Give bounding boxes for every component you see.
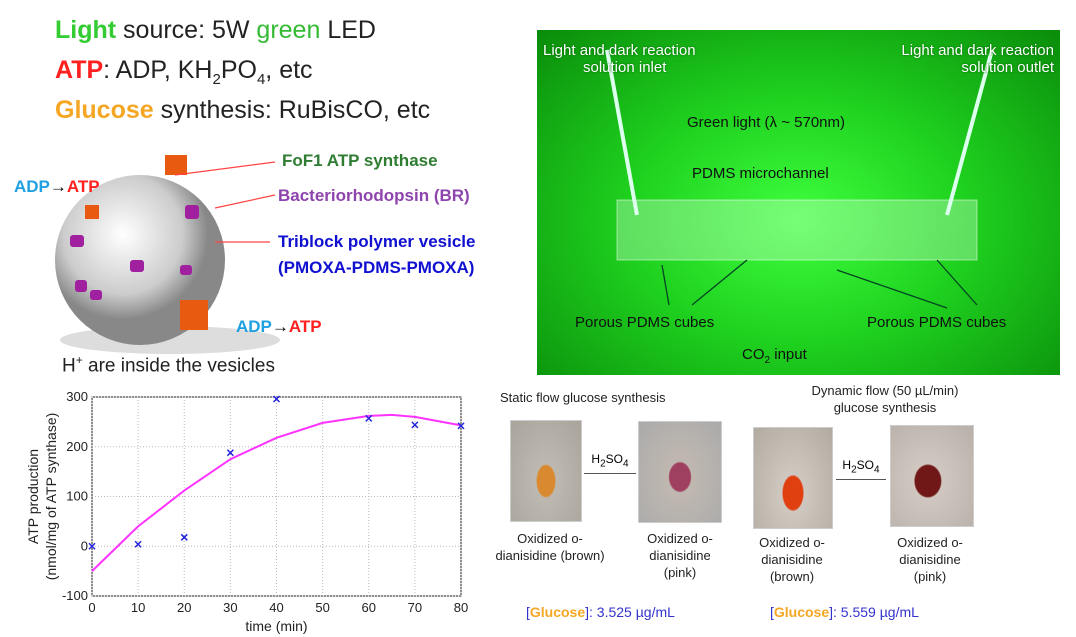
glucose-line: Glucose synthesis: RuBisCO, etc (55, 96, 431, 124)
br-label: Bacteriorhodopsin (BR) (278, 186, 470, 205)
proton-note: H+ are inside the vesicles (62, 353, 275, 377)
polymer-label-2: (PMOXA-PDMS-PMOXA) (278, 258, 475, 277)
tube-dynamic-brown (753, 427, 833, 529)
x-tick-label: 10 (131, 600, 145, 615)
data-point (457, 422, 465, 430)
y-tick-label: 100 (66, 489, 88, 504)
light-source-line: Light source: 5W green LED (55, 16, 376, 44)
x-tick-label: 50 (315, 600, 329, 615)
atp-line: ATP: ADP, KH2PO4, etc (55, 56, 313, 88)
y-tick-label: 300 (66, 389, 88, 404)
inlet-label: Light and dark reaction solution inlet (543, 42, 696, 76)
y-axis-label-units: (nmol/mg of ATP synthase) (43, 413, 59, 581)
data-point (134, 540, 142, 548)
x-tick-label: 80 (454, 600, 468, 615)
x-tick-label: 70 (408, 600, 422, 615)
dynamic-concentration: [Glucose]: 5.559 µg/mL (770, 604, 919, 620)
x-tick-label: 0 (88, 600, 95, 615)
reagent-arrow-static: H2SO4 (584, 452, 636, 475)
y-axis-label: ATP production (25, 449, 41, 544)
pdms-channel-label: PDMS microchannel (692, 165, 829, 182)
static-concentration: [Glucose]: 3.525 µg/mL (526, 604, 675, 620)
caption-static-pink: Oxidized o-dianisidine (pink) (647, 531, 713, 580)
y-tick-label: 0 (81, 538, 88, 553)
caption-dynamic-pink: Oxidized o-dianisidine (pink) (897, 535, 963, 584)
pointer-arrows (174, 161, 276, 243)
polymer-label-1: Triblock polymer vesicle (278, 232, 476, 251)
tube-dynamic-pink (890, 425, 974, 527)
y-tick-label: 200 (66, 439, 88, 454)
co2-label: CO2 input (742, 346, 807, 366)
data-point (411, 421, 419, 429)
caption-dynamic-brown: Oxidized o-dianisidine (brown) (759, 535, 825, 584)
data-point (226, 449, 234, 457)
data-point (365, 414, 373, 422)
dynamic-title: Dynamic flow (50 µL/min) glucose synthesi… (811, 383, 959, 415)
device-sketch (605, 49, 994, 309)
fof1-label: FoF1 ATP synthase (282, 151, 438, 170)
reagent-arrow-dynamic: H2SO4 (836, 458, 886, 481)
vesicle-illustration (55, 155, 280, 354)
y-tick-label: -100 (62, 588, 88, 603)
adp-atp-bottom: ADP→ATP (236, 317, 322, 336)
x-tick-label: 30 (223, 600, 237, 615)
atp-synthase-icon (165, 155, 187, 175)
static-title: Static flow glucose synthesis (500, 390, 666, 405)
data-point (180, 533, 188, 541)
cubes-right-label: Porous PDMS cubes (867, 314, 1007, 331)
outlet-label: Light and dark reaction solution outlet (901, 42, 1054, 76)
data-point (272, 395, 281, 403)
caption-static-brown: Oxidized o-dianisidine (brown) (495, 531, 605, 563)
tube-static-pink (638, 421, 722, 523)
green-light-label: Green light (λ ~ 570nm) (687, 114, 845, 131)
x-tick-label: 20 (177, 600, 191, 615)
x-tick-label: 60 (362, 600, 376, 615)
x-axis-label: time (min) (245, 618, 307, 634)
x-tick-label: 40 (269, 600, 283, 615)
data-point (88, 542, 96, 550)
adp-atp-top: ADP→ATP (14, 177, 100, 196)
fit-curve (91, 413, 462, 572)
cubes-left-label: Porous PDMS cubes (575, 314, 715, 331)
microchannel-photo: Light and dark reaction solution inlet Li… (537, 30, 1060, 375)
tube-static-brown (510, 420, 582, 522)
